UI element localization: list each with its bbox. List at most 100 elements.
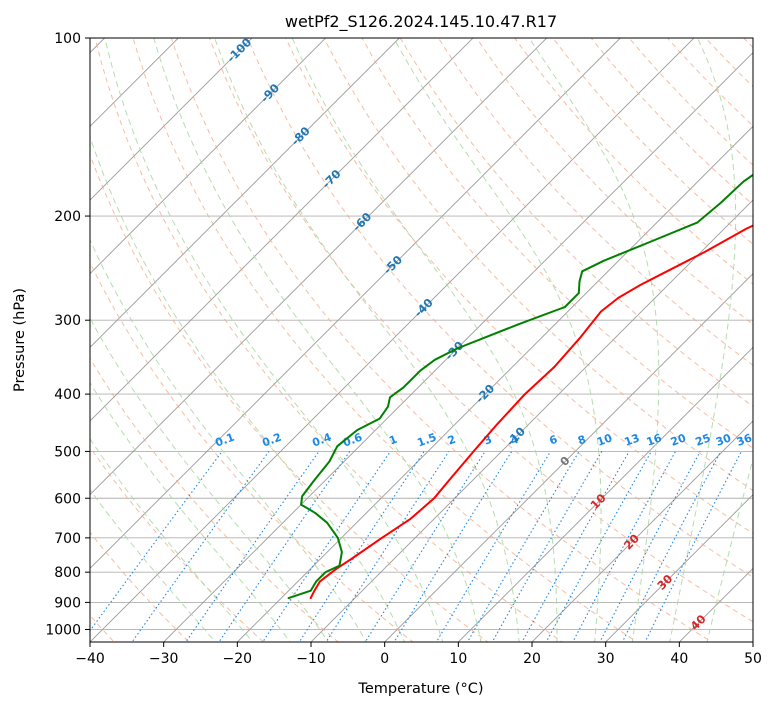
isotherm-line <box>90 38 179 127</box>
moist-adiabat-line <box>90 488 216 642</box>
x-tick-label: 10 <box>449 651 467 667</box>
y-tick-label: 100 <box>54 31 81 47</box>
mixing-ratio-label: 16 <box>645 431 664 449</box>
isotherm-line <box>310 199 753 642</box>
mixing-ratio-line <box>491 451 603 642</box>
isotherm-line <box>90 38 474 422</box>
x-tick-label: 40 <box>670 651 688 667</box>
y-tick-label: 700 <box>54 531 81 547</box>
moist-adiabat-line <box>153 38 482 642</box>
isotherm-line <box>90 38 621 569</box>
mixing-ratio-label: 10 <box>595 431 614 449</box>
mixing-ratio-label: 0.4 <box>310 431 333 450</box>
mixing-ratio-line <box>90 451 223 632</box>
mixing-ratio-label: 2 <box>446 433 458 448</box>
mixing-ratio-label: 8 <box>576 433 588 448</box>
x-tick-label: −10 <box>296 651 326 667</box>
profile-series <box>287 173 753 600</box>
mixing-ratio-label: 13 <box>623 431 642 448</box>
y-axis-label: Pressure (hPa) <box>12 288 28 392</box>
dry-adiabat-line <box>208 38 753 623</box>
dry-adiabat-line <box>170 38 713 642</box>
dry-adiabat-line <box>769 25 775 654</box>
dry-adiabat-line <box>361 38 753 449</box>
isotherm-line <box>531 420 753 642</box>
dry-adiabat-line <box>437 38 753 366</box>
dry-adiabat-line <box>399 38 753 408</box>
dry-adiabat-line <box>514 38 753 285</box>
mixing-ratio-label: 1.5 <box>416 431 439 450</box>
isotherm-line <box>90 38 548 496</box>
mixing-ratio-label: 30 <box>714 431 733 449</box>
mixing-ratio-label: 25 <box>694 431 713 448</box>
mixing-ratio-label: 20 <box>669 431 688 449</box>
dry-adiabat-line <box>132 38 638 642</box>
mixing-ratio-label: 0.1 <box>214 431 237 450</box>
mixing-ratio-line <box>545 451 652 642</box>
x-tick-label: −40 <box>75 651 105 667</box>
dry-adiabat-line <box>285 38 753 535</box>
moist-adiabat-line <box>528 38 660 642</box>
moist-adiabat-line <box>90 317 329 642</box>
dewpoint-profile-line <box>287 173 753 600</box>
plot-frame <box>89 37 754 643</box>
y-tick-label: 300 <box>54 313 81 329</box>
temperature-profile-line <box>309 224 753 600</box>
isotherm-line <box>90 38 327 275</box>
isotherm-line <box>384 273 753 642</box>
moist-adiabat-line <box>669 38 737 642</box>
mixing-ratio-label: 4 <box>509 433 521 448</box>
background-lines <box>0 11 775 676</box>
mixing-ratio-line <box>466 451 580 642</box>
isotherm-line <box>236 125 753 642</box>
mixing-ratio-line <box>621 451 722 642</box>
y-tick-label: 600 <box>54 491 81 507</box>
moist-adiabat-line <box>104 38 444 642</box>
mixing-ratio-label: 1 <box>387 433 399 448</box>
dry-adiabat-line <box>94 38 564 642</box>
mixing-ratio-line <box>298 451 425 642</box>
dry-adiabat-line <box>90 261 414 642</box>
moist-adiabat-line <box>214 38 520 642</box>
dry-adiabat-line <box>247 38 753 578</box>
x-tick-label: 50 <box>744 651 762 667</box>
mixing-ratio-line <box>131 451 270 642</box>
mixing-ratio-line <box>435 451 552 642</box>
isotherm-line <box>605 494 753 642</box>
x-tick-label: −30 <box>149 651 179 667</box>
mixing-ratio-label: 36 <box>735 431 754 449</box>
x-tick-label: 20 <box>523 651 541 667</box>
mixing-ratio-label: 0.2 <box>260 431 283 450</box>
y-tick-label: 200 <box>54 209 81 225</box>
mixing-ratio-label: 6 <box>548 433 560 448</box>
moist-adiabat-line <box>291 38 558 642</box>
mixing-ratio-label: 0.6 <box>341 431 364 450</box>
y-tick-label: 1000 <box>45 622 81 638</box>
x-tick-label: 30 <box>597 651 615 667</box>
mixing-ratio-line <box>521 451 630 642</box>
isotherm-line <box>90 38 400 348</box>
y-tick-label: 800 <box>54 565 81 581</box>
y-tick-label: 400 <box>54 387 81 403</box>
dry-adiabat-line <box>552 38 753 245</box>
chart-title: wetPf2_S126.2024.145.10.47.R17 <box>285 12 557 32</box>
mixing-ratio-line <box>218 451 351 642</box>
mixing-ratio-line <box>325 451 450 642</box>
moist-adiabat-line <box>90 238 367 642</box>
mixing-ratio-label: 3 <box>482 433 494 448</box>
axis-ticks: −40 −30 −20 −10 0 10 20 30 40 5010020030040050060… <box>45 31 762 667</box>
plot-background <box>90 38 753 642</box>
isotherm-line <box>90 38 253 201</box>
y-tick-label: 900 <box>54 595 81 611</box>
x-axis-label: Temperature (°C) <box>357 681 483 697</box>
isotherm-line <box>163 52 753 642</box>
moist-adiabat-line <box>393 38 602 642</box>
dry-adiabat-line <box>323 38 753 492</box>
moist-adiabat-line <box>90 381 291 642</box>
y-tick-label: 500 <box>54 444 81 460</box>
dry-adiabat-line <box>90 357 340 642</box>
moist-adiabat-line <box>706 456 753 642</box>
x-tick-label: −20 <box>223 651 253 667</box>
isotherm-line <box>0 11 58 676</box>
